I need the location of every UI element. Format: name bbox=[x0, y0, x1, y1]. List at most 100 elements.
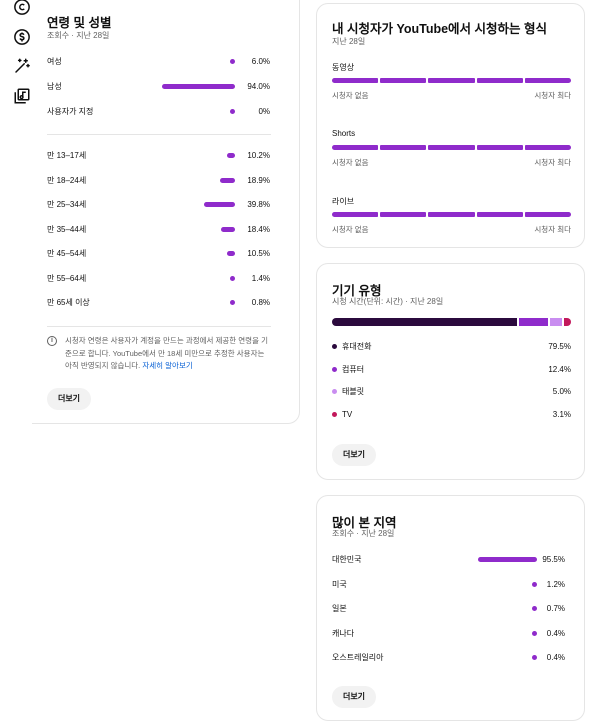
format-row: 동영상 시청자 없음 시청자 최다 bbox=[332, 62, 572, 102]
stat-row-label: 일본 bbox=[332, 604, 347, 613]
age-gender-title: 연령 및 성별 bbox=[47, 16, 112, 30]
stat-row: 대한민국 95.5% bbox=[317, 553, 584, 567]
stat-row-bar bbox=[227, 153, 235, 158]
stat-row-value: 0.7% bbox=[546, 604, 565, 613]
format-range-segment bbox=[428, 145, 475, 150]
section-divider bbox=[47, 326, 271, 327]
device-value: 3.1% bbox=[552, 409, 571, 419]
stat-row: 만 45–54세 10.5% bbox=[32, 247, 299, 261]
stat-row-bar bbox=[532, 606, 537, 611]
stat-row-bar bbox=[161, 84, 235, 89]
stat-row: 만 55–64세 1.4% bbox=[32, 272, 299, 286]
format-label: 동영상 bbox=[332, 63, 355, 72]
stat-row-value: 10.2% bbox=[247, 151, 270, 160]
stat-row-value: 0.4% bbox=[546, 628, 565, 638]
device-legend-row: 휴대전화 79.5% bbox=[332, 340, 571, 354]
format-low-label: 시청자 없음 bbox=[332, 158, 369, 167]
format-range-segment bbox=[428, 78, 475, 83]
stat-row-label: 만 13–17세 bbox=[47, 151, 87, 160]
stat-row-label: 만 25–34세 bbox=[47, 200, 87, 209]
legend-dot-icon bbox=[332, 411, 337, 417]
device-legend-row: 컴퓨터 12.4% bbox=[332, 363, 571, 377]
stat-row-bar bbox=[532, 655, 537, 660]
age-gender-card: 연령 및 성별 조회수 · 지난 28일 여성 6.0% 남성 94.0% 사용자가 지… bbox=[32, 0, 300, 424]
stat-row: 만 35–44세 18.4% bbox=[32, 223, 299, 237]
device-type-card: 기기 유형 시청 시간(단위: 시간) · 지난 28일 휴대전화 79.5% 컴퓨… bbox=[316, 263, 585, 480]
stat-row-value: 6.0% bbox=[251, 57, 270, 66]
formats-title: 내 시청자가 YouTube에서 시청하는 형식 bbox=[332, 22, 548, 36]
stat-row-value: 95.5% bbox=[542, 555, 565, 564]
device-legend-row: 태블릿 5.0% bbox=[332, 385, 571, 399]
device-title: 기기 유형 bbox=[332, 284, 382, 298]
top-geographies-card: 많이 본 지역 조회수 · 지난 28일 대한민국 95.5% 미국 1.2% 일본 0.… bbox=[316, 495, 585, 721]
stat-row-label: 캐나다 bbox=[332, 628, 355, 638]
legend-dot-icon bbox=[332, 389, 337, 394]
stat-row-label: 만 35–44세 bbox=[47, 224, 87, 234]
dollar-icon[interactable] bbox=[13, 28, 31, 46]
stat-row-label: 만 55–64세 bbox=[47, 273, 87, 283]
format-high-label: 시청자 최다 bbox=[534, 158, 571, 167]
device-label: 태블릿 bbox=[342, 387, 365, 396]
format-label: 라이브 bbox=[332, 197, 355, 206]
stat-row-bar bbox=[532, 630, 537, 636]
device-subtitle: 시청 시간(단위: 시간) · 지난 28일 bbox=[332, 297, 444, 306]
stat-row: 만 13–17세 10.2% bbox=[32, 149, 299, 163]
stat-row-bar bbox=[230, 275, 235, 281]
device-more-button[interactable]: 더보기 bbox=[332, 444, 376, 466]
device-bar-segment bbox=[332, 318, 518, 326]
format-range-segment bbox=[380, 78, 427, 83]
stat-row-bar bbox=[226, 251, 235, 256]
stat-row-label: 미국 bbox=[332, 579, 347, 589]
device-bar-segment bbox=[563, 318, 571, 326]
stat-row: 일본 0.7% bbox=[317, 602, 584, 616]
stat-row-bar bbox=[532, 581, 537, 587]
format-range-segment bbox=[380, 212, 427, 217]
device-value: 79.5% bbox=[548, 342, 571, 351]
device-label: 컴퓨터 bbox=[342, 364, 365, 374]
geography-subtitle: 조회수 · 지난 28일 bbox=[332, 529, 395, 538]
stat-row-bar bbox=[203, 202, 235, 207]
format-high-label: 시청자 최다 bbox=[534, 91, 571, 100]
stat-row: 여성 6.0% bbox=[32, 55, 299, 69]
stat-row-label: 사용자가 지정 bbox=[47, 107, 94, 116]
stat-row: 캐나다 0.4% bbox=[317, 627, 584, 641]
left-nav-rail bbox=[0, 0, 44, 723]
learn-more-link[interactable]: 자세히 알아보기 bbox=[142, 361, 193, 370]
stat-row-label: 여성 bbox=[47, 57, 62, 66]
stat-row: 남성 94.0% bbox=[32, 80, 299, 94]
format-label: Shorts bbox=[332, 129, 356, 138]
stat-row-label: 만 18–24세 bbox=[47, 175, 87, 185]
stat-row-bar bbox=[230, 59, 235, 64]
music-library-icon[interactable] bbox=[13, 87, 31, 105]
legend-dot-icon bbox=[332, 366, 337, 372]
stat-row-bar bbox=[230, 300, 235, 305]
format-range-segment bbox=[524, 145, 572, 150]
stat-row-bar bbox=[230, 109, 235, 114]
copyright-icon[interactable] bbox=[13, 0, 31, 16]
stat-row-value: 0.4% bbox=[546, 653, 565, 662]
format-range-segment bbox=[380, 145, 427, 150]
stat-row-value: 18.9% bbox=[247, 175, 270, 185]
device-legend-row: TV 3.1% bbox=[332, 408, 571, 422]
geography-more-button[interactable]: 더보기 bbox=[332, 686, 376, 708]
format-high-label: 시청자 최다 bbox=[534, 225, 571, 234]
age-gender-more-button[interactable]: 더보기 bbox=[47, 388, 91, 410]
format-low-label: 시청자 없음 bbox=[332, 225, 369, 234]
format-range-segment bbox=[332, 212, 379, 217]
stat-row-value: 1.2% bbox=[546, 579, 565, 589]
stat-row-label: 만 45–54세 bbox=[47, 249, 87, 258]
stat-row-value: 94.0% bbox=[247, 82, 270, 91]
formats-subtitle: 지난 28일 bbox=[332, 37, 366, 46]
stat-row-value: 18.4% bbox=[247, 224, 270, 234]
format-range-segment bbox=[524, 212, 572, 217]
format-range-segment bbox=[476, 212, 523, 217]
stat-row: 만 18–24세 18.9% bbox=[32, 174, 299, 188]
format-range-bar bbox=[332, 212, 572, 217]
format-range-bar bbox=[332, 145, 572, 150]
stat-row: 사용자가 지정 0% bbox=[32, 105, 299, 119]
magic-wand-icon[interactable] bbox=[13, 57, 31, 75]
section-divider bbox=[47, 134, 271, 135]
format-range-segment bbox=[524, 78, 572, 83]
stat-row-label: 대한민국 bbox=[332, 555, 362, 564]
